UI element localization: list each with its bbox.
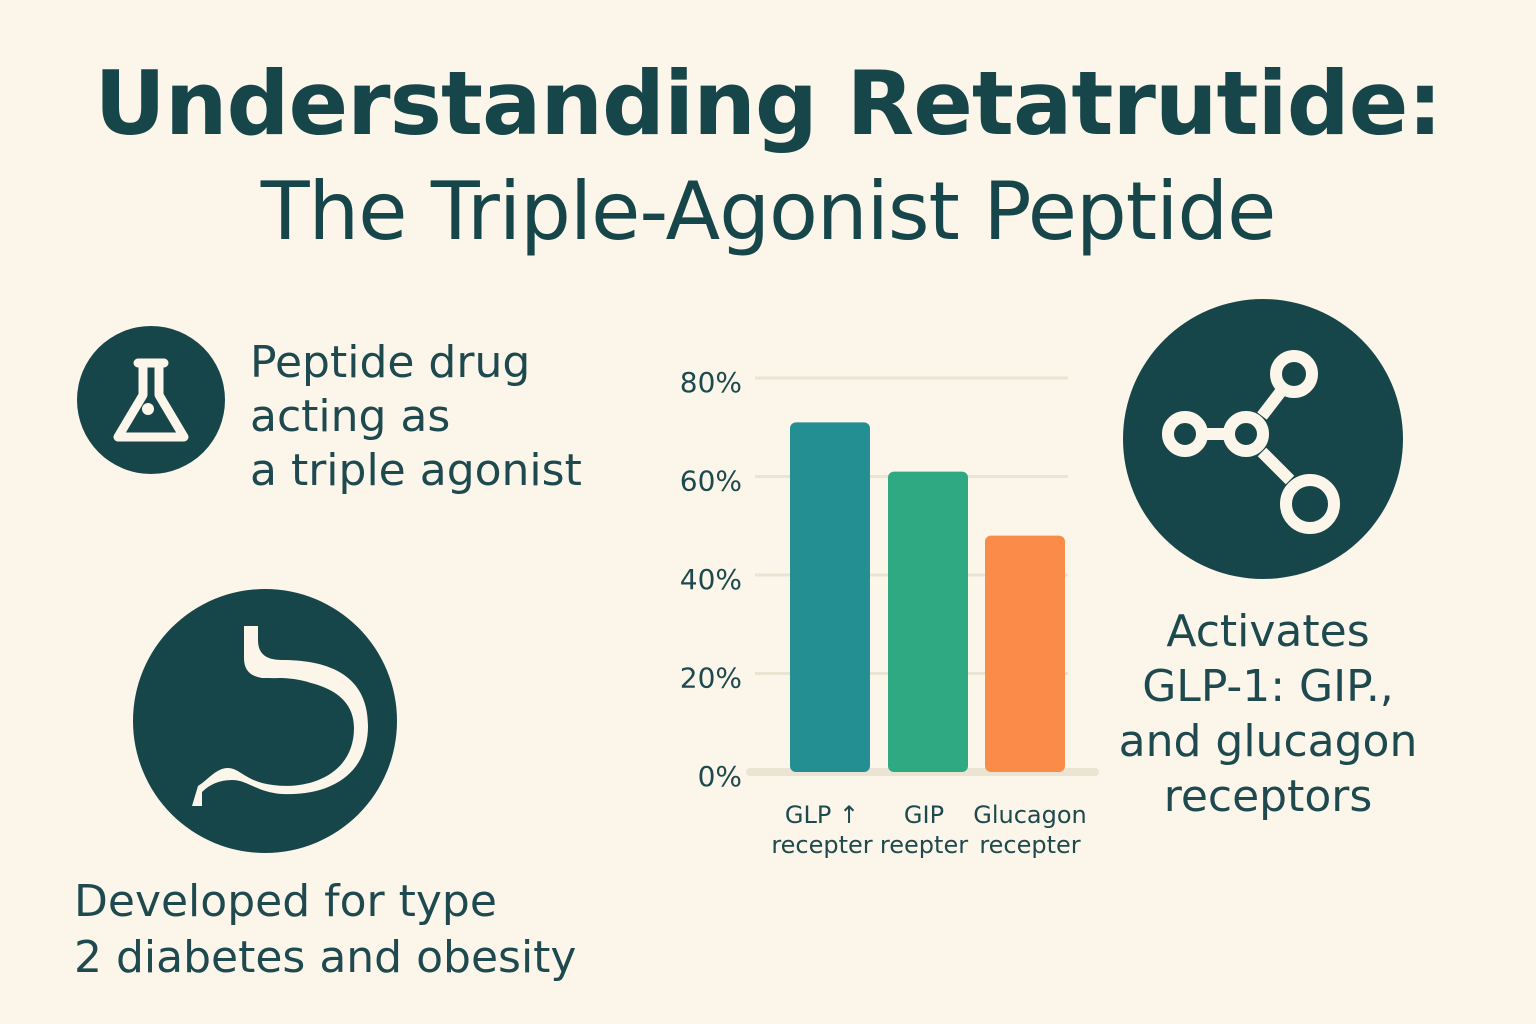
y-tick-label: 40% xyxy=(680,563,742,596)
x-tick-label: GIP xyxy=(904,801,944,829)
bar xyxy=(888,471,968,772)
flask-icon xyxy=(77,326,225,474)
y-tick-label: 20% xyxy=(680,662,742,695)
y-tick-label: 80% xyxy=(680,366,742,399)
receptor-bar-chart: 0%20%40%60%80%GLP ↑recepterGIPreepterGlu… xyxy=(680,366,1099,859)
y-tick-label: 60% xyxy=(680,465,742,498)
x-tick-label: reepter xyxy=(880,831,968,859)
feature-line: GLP-1: GIP., xyxy=(1142,661,1394,712)
feature-line: acting as xyxy=(250,391,451,442)
feature-line: receptors xyxy=(1163,771,1373,822)
x-tick-label: recepter xyxy=(771,831,872,859)
y-tick-label: 0% xyxy=(698,760,742,793)
feature-activates-text: Activates GLP-1: GIP., and glucagon rece… xyxy=(1090,604,1446,824)
page-title: Understanding Retatrutide: xyxy=(94,52,1442,155)
x-tick-label: GLP ↑ xyxy=(785,801,859,829)
stomach-icon xyxy=(133,589,397,853)
page-subtitle: The Triple-Agonist Peptide xyxy=(260,165,1277,258)
feature-line: and glucagon xyxy=(1118,716,1418,767)
molecule-icon xyxy=(1123,299,1403,579)
bar xyxy=(790,422,870,772)
feature-peptide-text: Peptide drug acting as a triple agonist xyxy=(250,336,582,498)
x-tick-label: recepter xyxy=(979,831,1080,859)
feature-line: 2 diabetes and obesity xyxy=(74,932,577,983)
feature-line: Peptide drug xyxy=(250,337,531,388)
x-tick-label: Glucagon xyxy=(973,801,1087,829)
bar xyxy=(985,535,1065,772)
feature-line: Developed for type xyxy=(74,876,497,927)
feature-line: Activates xyxy=(1166,606,1370,657)
feature-line: a triple agonist xyxy=(250,445,582,496)
feature-developed-text: Developed for type 2 diabetes and obesit… xyxy=(74,874,576,986)
